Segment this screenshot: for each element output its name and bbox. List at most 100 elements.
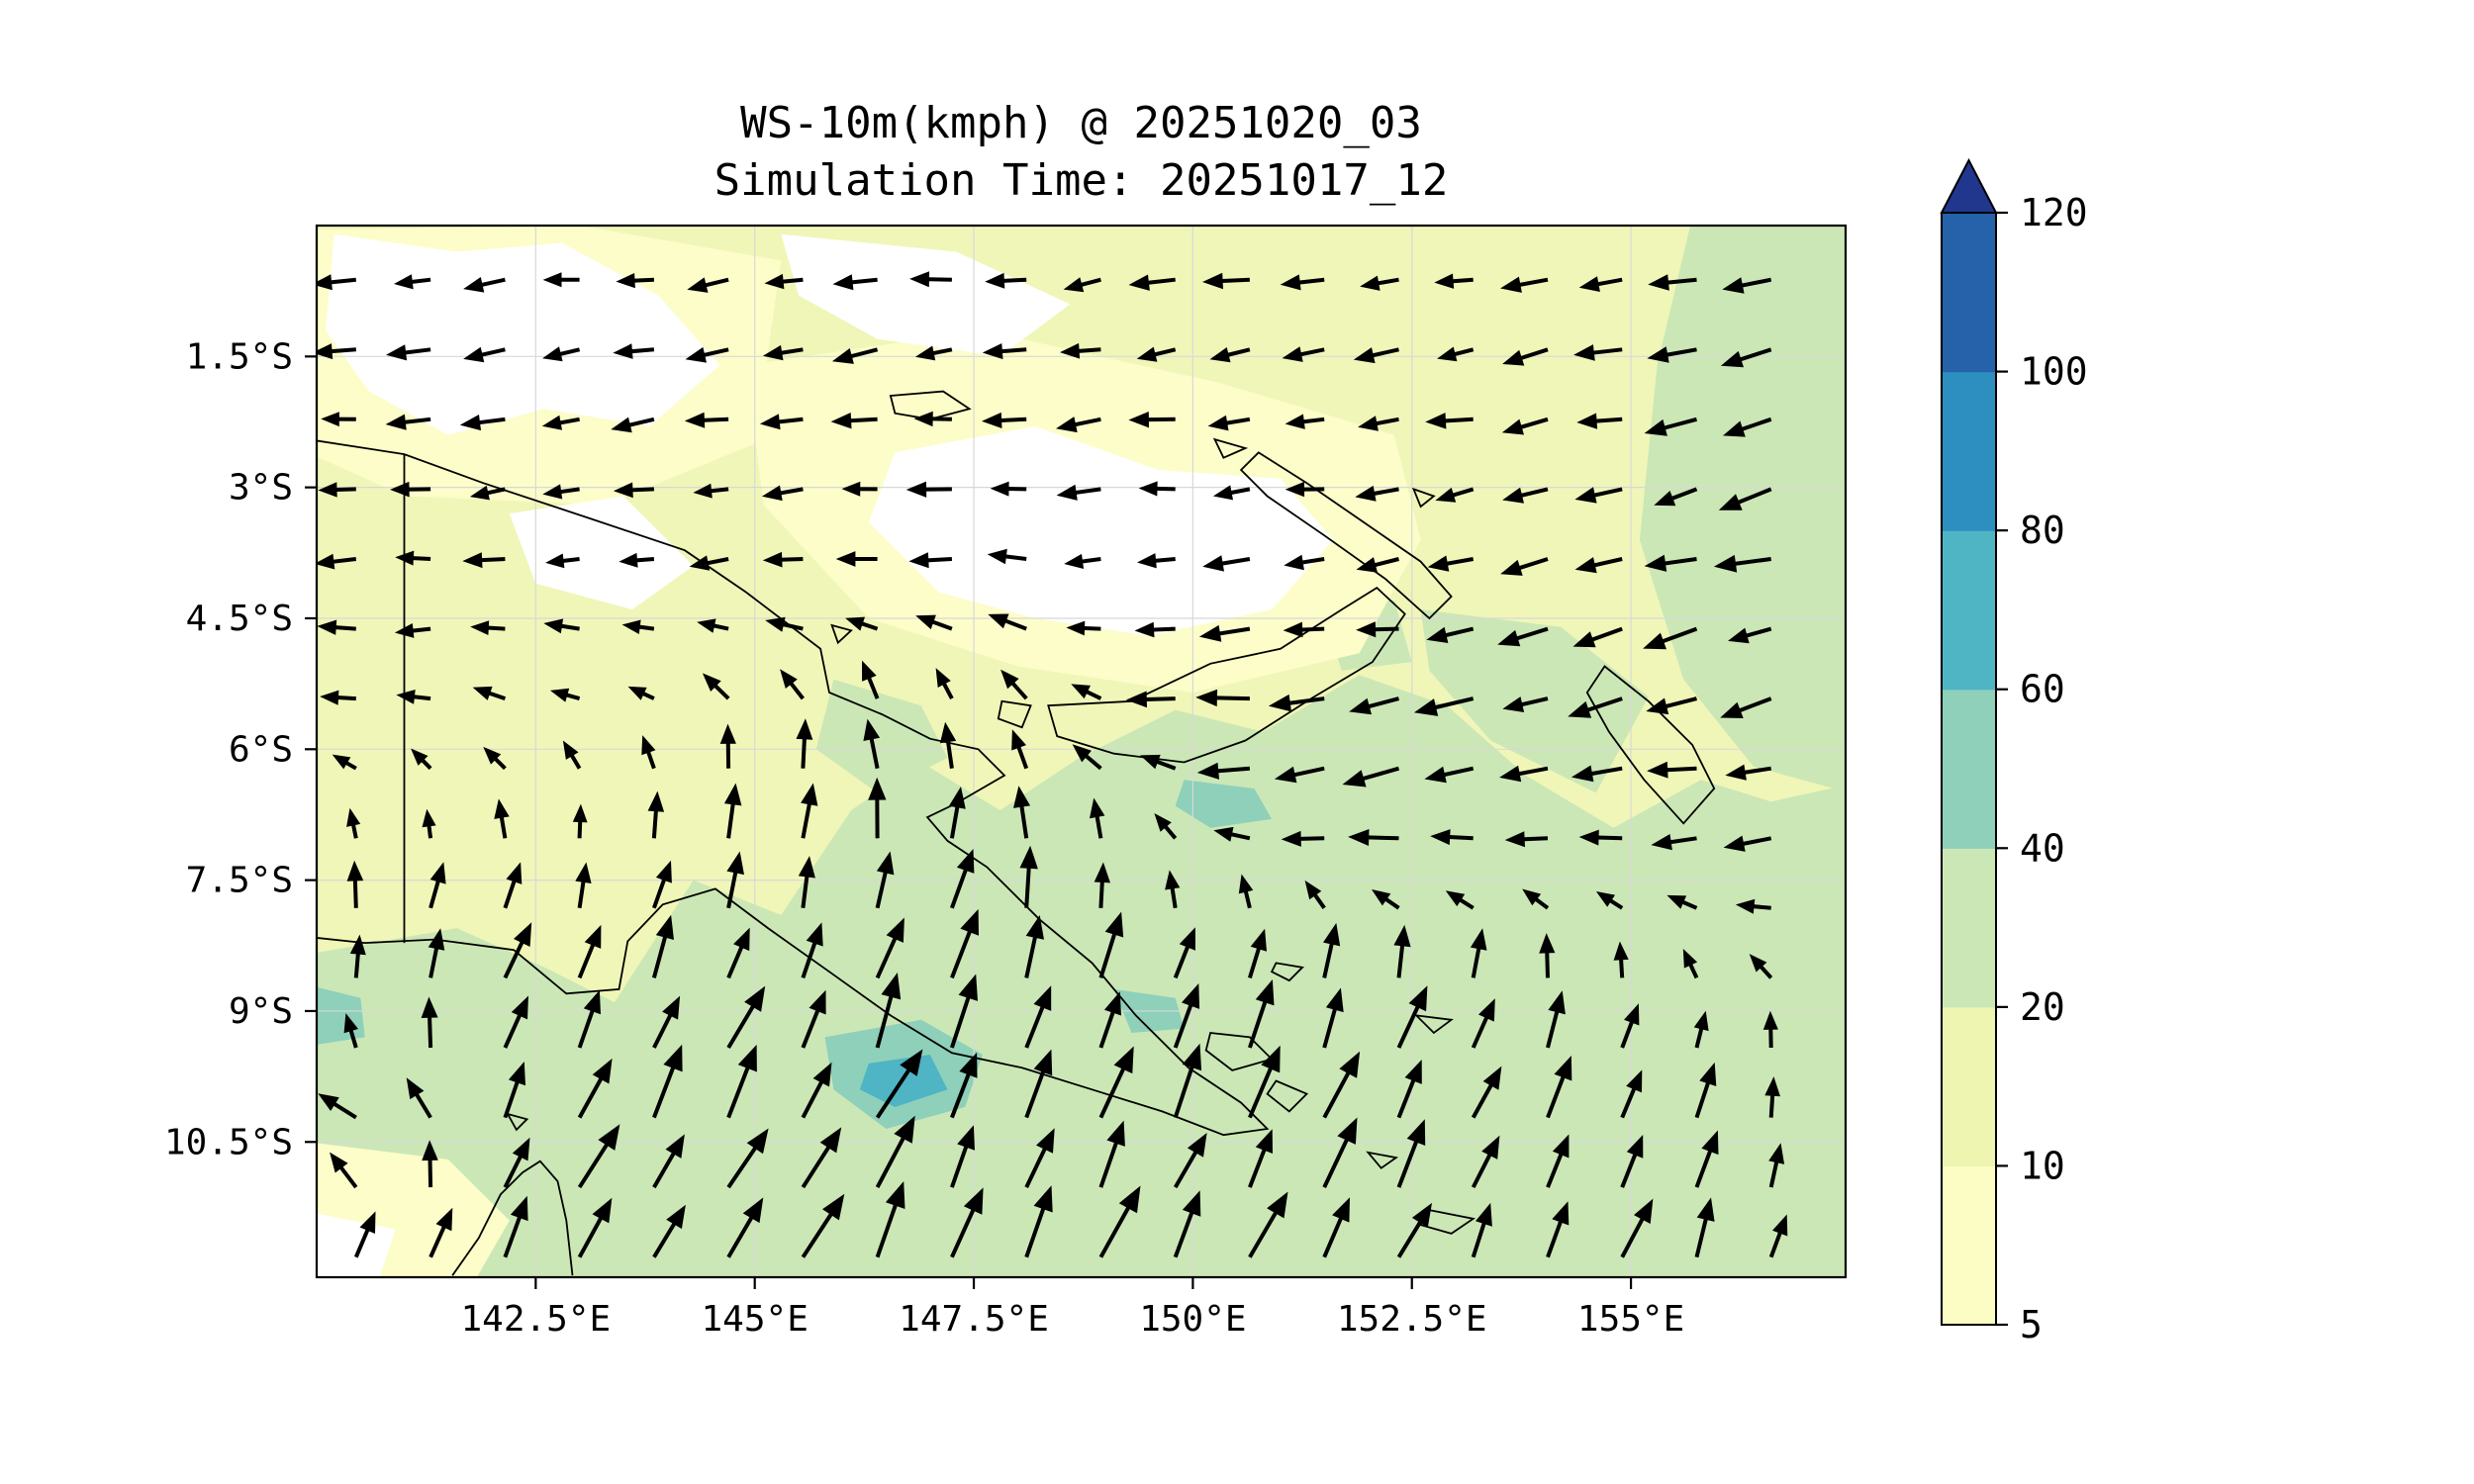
- wind-arrow: [545, 553, 580, 569]
- wind-arrow-shaft: [1396, 1215, 1426, 1258]
- wind-arrow-head: [702, 673, 721, 692]
- wind-arrow-head: [611, 417, 632, 433]
- wind-arrow-head: [462, 552, 483, 569]
- wind-arrow: [332, 754, 357, 771]
- wind-arrow: [1322, 1117, 1358, 1188]
- y-tick-label: 1.5°S: [186, 336, 293, 377]
- wind-arrow: [1173, 1043, 1202, 1119]
- wind-arrow-head: [1154, 813, 1172, 832]
- wind-arrow: [1173, 927, 1195, 979]
- wind-arrow: [1137, 553, 1176, 569]
- wind-arrow-head: [663, 1044, 683, 1072]
- wind-arrow: [503, 1062, 525, 1119]
- wind-arrow: [1268, 694, 1325, 712]
- wind-arrow: [349, 934, 366, 978]
- wind-arrow-head: [1504, 831, 1525, 848]
- wind-arrow-shaft: [1396, 1073, 1418, 1119]
- wind-arrow: [1427, 555, 1475, 572]
- wind-arrow: [1500, 276, 1549, 293]
- wind-arrow-shaft: [577, 1211, 607, 1258]
- wind-arrow-shaft: [577, 938, 598, 979]
- wind-arrow: [1646, 696, 1697, 715]
- wind-arrow: [652, 860, 672, 909]
- wind-arrow: [1195, 689, 1250, 707]
- wind-arrow: [318, 482, 356, 498]
- wind-arrow: [1098, 1185, 1141, 1258]
- wind-arrow-head: [592, 1058, 613, 1084]
- coastline-karkar-island: [830, 623, 853, 645]
- wind-arrow-head: [1013, 786, 1031, 808]
- wind-arrow-head: [1182, 1190, 1201, 1217]
- wind-arrow: [875, 917, 904, 979]
- wind-arrow: [1072, 744, 1102, 771]
- wind-arrow: [1154, 813, 1178, 840]
- wind-arrow: [422, 808, 436, 839]
- wind-arrow-head: [1634, 1198, 1654, 1224]
- wind-arrow: [1445, 890, 1475, 910]
- wind-arrow-shaft: [503, 935, 527, 979]
- wind-arrow: [875, 1049, 923, 1119]
- wind-arrow: [1136, 346, 1177, 362]
- wind-arrow-head: [1554, 1056, 1572, 1081]
- wind-arrow: [1349, 696, 1400, 715]
- wind-arrow-head: [1355, 485, 1377, 502]
- wind-arrow-head: [1071, 684, 1091, 699]
- colorbar-tick-label: 100: [2020, 350, 2088, 394]
- wind-arrow: [1574, 557, 1623, 574]
- wind-arrow: [1396, 1202, 1432, 1258]
- wind-arrow-head: [1723, 835, 1746, 852]
- wind-arrow-head: [613, 343, 633, 359]
- wind-arrow: [762, 551, 804, 568]
- wind-arrow: [1060, 342, 1101, 359]
- wind-arrow: [459, 415, 506, 431]
- wind-arrow-head: [317, 274, 333, 291]
- coastline-torres-strait-islands: [506, 1112, 529, 1132]
- wind-arrow-head: [1187, 1133, 1207, 1158]
- wind-arrow: [685, 346, 729, 363]
- wind-arrow: [1165, 870, 1181, 909]
- wind-arrow-head: [845, 616, 865, 631]
- wind-arrow-head: [1033, 1049, 1053, 1076]
- wind-arrow-head: [685, 346, 707, 363]
- wind-arrow-head: [960, 908, 979, 936]
- wind-arrow-head: [1094, 862, 1110, 883]
- wind-arrow-head: [863, 718, 881, 741]
- wind-arrow-head: [1066, 620, 1086, 636]
- wind-arrow-head: [1113, 1046, 1134, 1074]
- wind-arrow-head: [719, 723, 736, 744]
- wind-arrow: [386, 344, 431, 361]
- coastline-misima-island: [1366, 1151, 1399, 1169]
- wind-arrow: [1574, 487, 1623, 504]
- wind-arrow: [1098, 1046, 1134, 1119]
- wind-arrow-head: [511, 995, 528, 1020]
- wind-arrow-head: [1342, 770, 1367, 788]
- wind-arrow: [832, 274, 878, 291]
- wind-arrow-head: [1720, 350, 1744, 368]
- wind-arrow: [346, 860, 364, 908]
- wind-arrow: [1471, 998, 1495, 1049]
- wind-arrow: [982, 412, 1027, 428]
- wind-arrow-head: [1196, 762, 1219, 780]
- wind-arrow-head: [1696, 1197, 1715, 1222]
- speed-region-green-east-pacific-band: [1639, 226, 1846, 792]
- wind-arrow: [875, 851, 895, 909]
- wind-arrow: [621, 619, 655, 634]
- wind-arrow-shaft: [950, 863, 970, 909]
- wind-arrow-head: [1701, 1130, 1719, 1156]
- wind-arrow-head: [429, 862, 446, 884]
- wind-arrow-shaft: [1248, 1061, 1276, 1119]
- wind-arrow-shaft: [950, 1067, 973, 1119]
- wind-arrow-head: [545, 553, 565, 569]
- wind-arrow: [618, 552, 655, 568]
- wind-arrow-head: [806, 922, 823, 947]
- wind-arrow: [1718, 487, 1772, 510]
- wind-arrow: [831, 347, 879, 364]
- coastline-woodlark-island: [1413, 1014, 1454, 1035]
- wind-arrow: [1248, 1129, 1273, 1188]
- wind-arrow-head: [1209, 347, 1231, 363]
- wind-arrow-head: [1025, 915, 1044, 940]
- wind-arrow: [950, 1052, 978, 1119]
- wind-arrow: [1393, 924, 1411, 978]
- wind-arrow: [1413, 696, 1475, 716]
